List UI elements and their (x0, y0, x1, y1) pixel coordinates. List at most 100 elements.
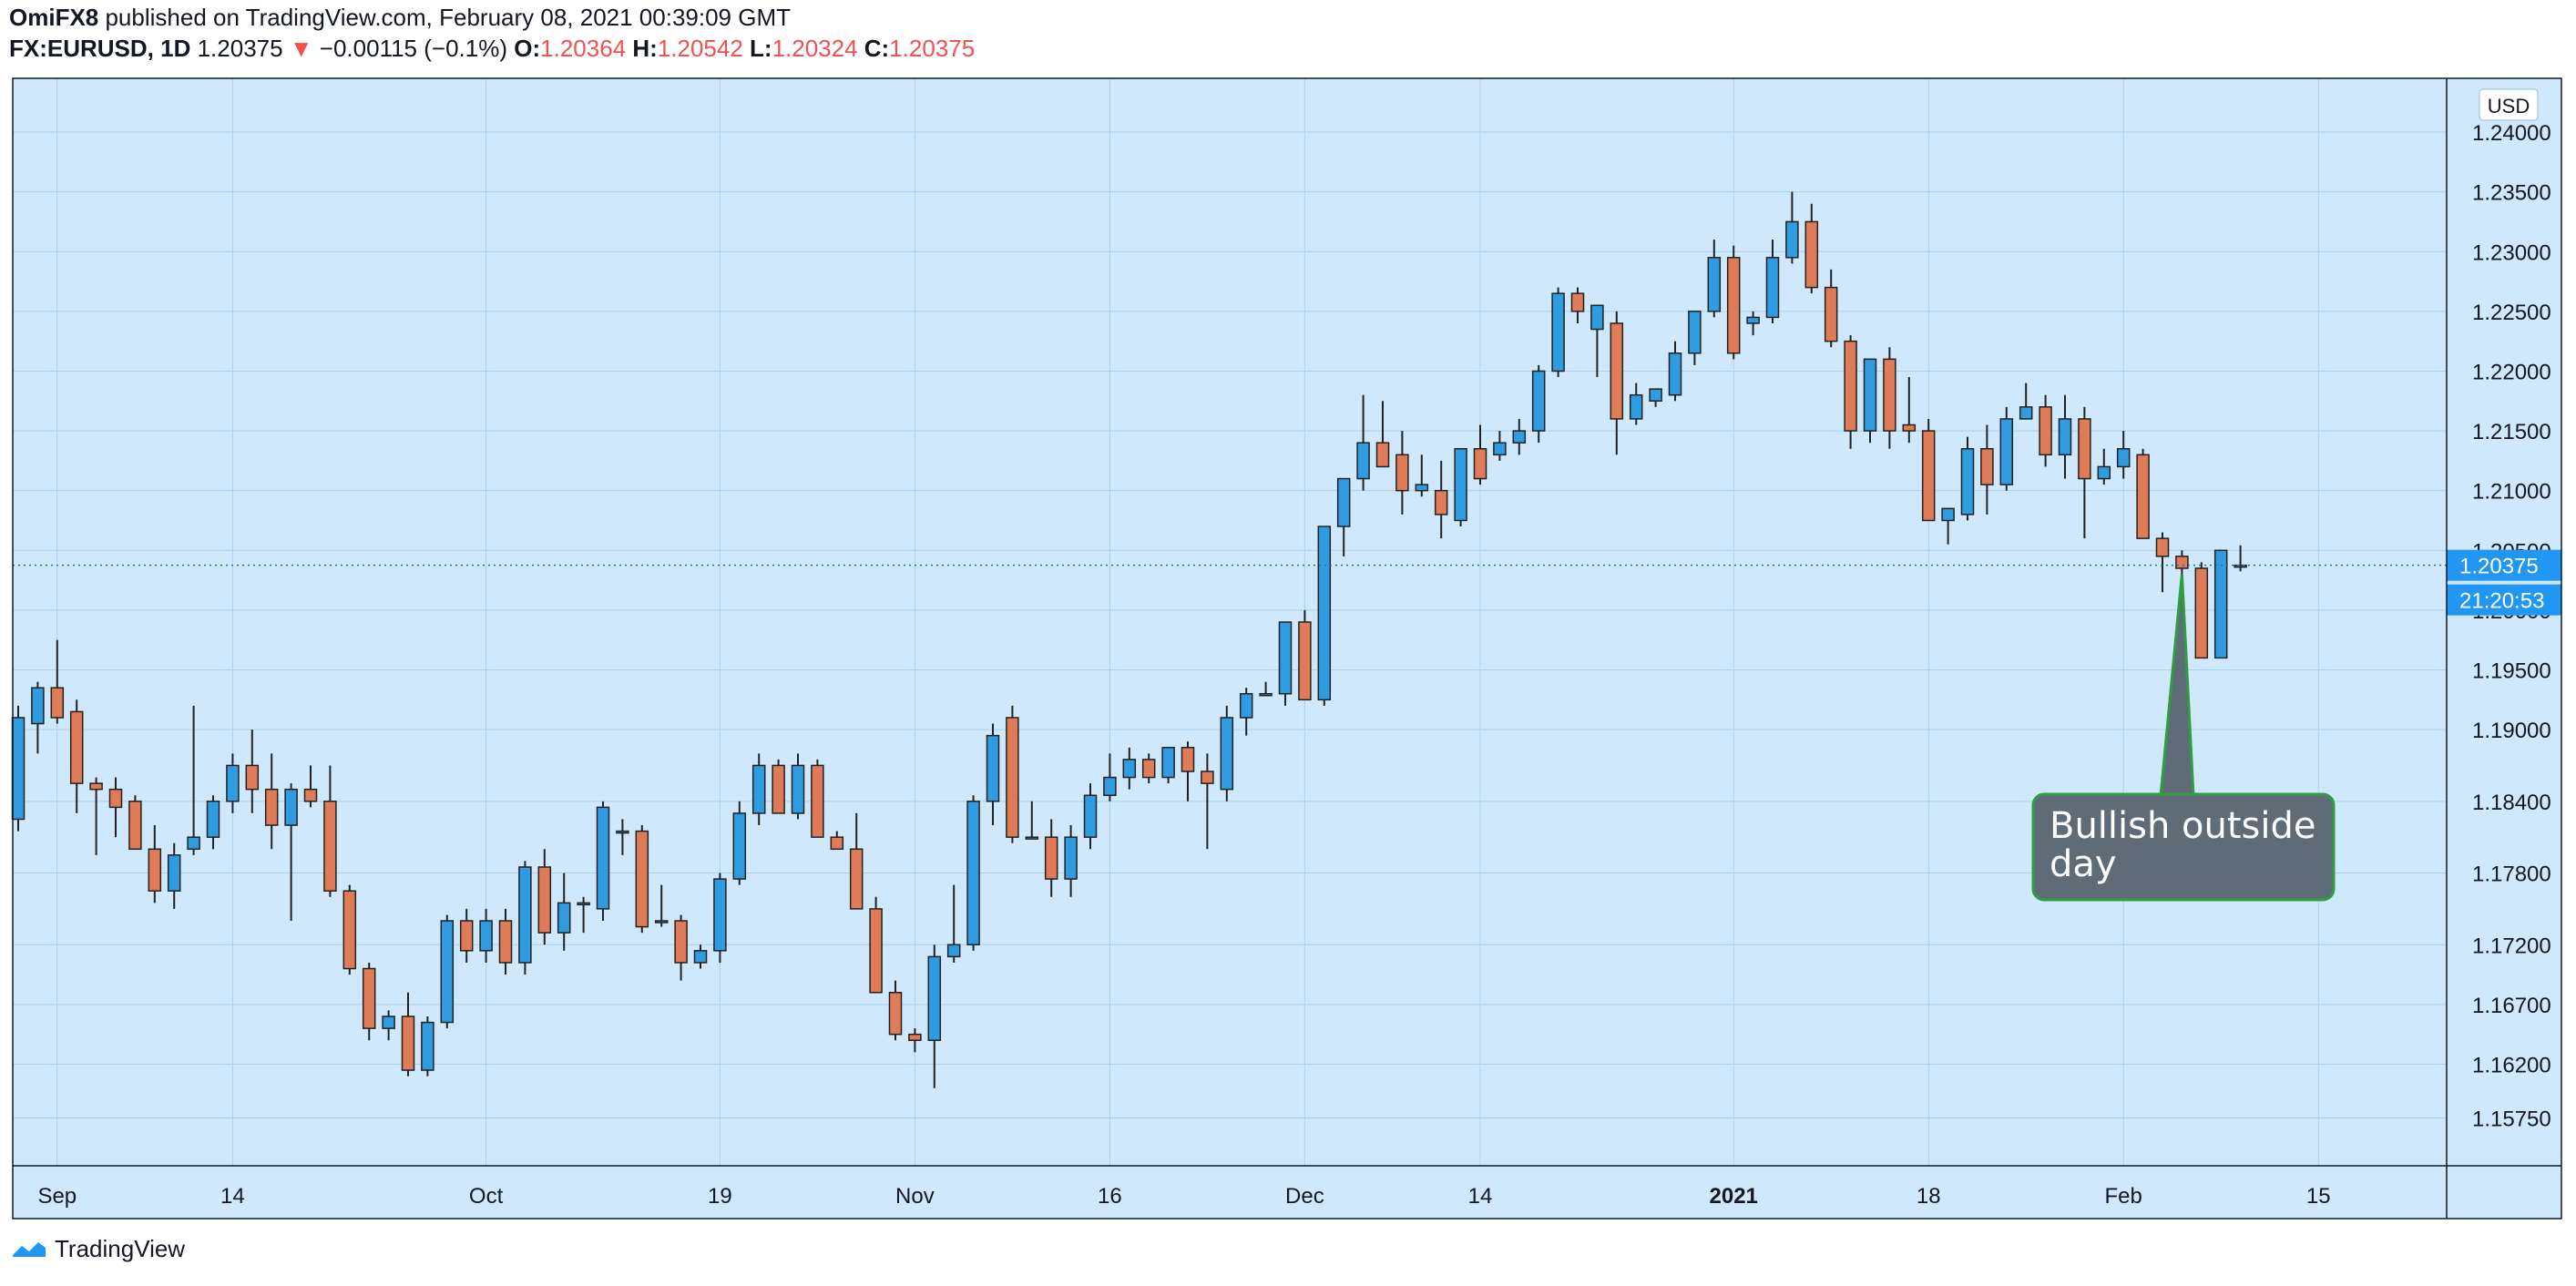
price-tick-label: 1.22000 (2472, 360, 2551, 384)
candle-body-down (1181, 747, 1195, 772)
candle-body-up (1863, 358, 1877, 432)
candle-body-down (1570, 292, 1585, 312)
candle-body-up (421, 1021, 434, 1071)
candle-body-up (1649, 388, 1662, 403)
candle-body-up (577, 902, 590, 906)
price-axis[interactable] (2447, 78, 2561, 1219)
candle-body-up (1161, 747, 1175, 779)
time-tick-label: Nov (895, 1184, 935, 1209)
time-tick-label: 15 (2306, 1184, 2331, 1209)
price-tick-label: 1.23000 (2472, 240, 2551, 265)
candle-body-up (1454, 447, 1467, 522)
time-axis[interactable] (13, 1166, 2447, 1219)
countdown-tag (2447, 584, 2561, 616)
open-value: 1.20364 (540, 35, 627, 62)
candle-body-down (1201, 771, 1214, 784)
grid-lines (13, 78, 2447, 1166)
candle-body-up (479, 920, 493, 952)
candle-body-up (986, 734, 1000, 802)
candle-body-up (1025, 836, 1039, 840)
currency-badge (2479, 88, 2539, 121)
candle-body-up (713, 878, 727, 952)
candle-body-down (849, 848, 864, 910)
time-tick-label: Sep (37, 1184, 77, 1209)
price-tick-label: 1.16200 (2472, 1053, 2551, 1077)
candle-body-up (693, 950, 708, 964)
candle-body-up (1083, 794, 1098, 838)
candle-body-up (1259, 692, 1273, 697)
candle-body-up (1629, 393, 1643, 420)
candle-body-up (1551, 292, 1565, 373)
brand-name[interactable]: TradingView (55, 1235, 186, 1262)
candle-body-down (50, 687, 65, 719)
down-arrow-icon: ▼ (289, 35, 313, 62)
time-tick-label: 14 (220, 1184, 245, 1209)
time-tick-label: 2021 (1710, 1184, 1758, 1209)
candle-body-up (1278, 621, 1293, 695)
candle-body-up (2058, 418, 2072, 456)
candle-body-up (2234, 564, 2247, 568)
publisher-name[interactable]: OmiFX8 (9, 4, 99, 31)
candle-body-down (1980, 447, 1994, 485)
candle-body-up (927, 955, 942, 1041)
candle-body-up (382, 1016, 395, 1029)
candle-body-down (1610, 322, 1624, 420)
candle-body-up (1415, 484, 1429, 492)
price-tick-label: 1.17800 (2472, 862, 2551, 887)
candle-body-up (1103, 776, 1117, 797)
candle-body-up (1746, 316, 1760, 324)
close-value: 1.20375 (889, 35, 976, 62)
candle-body-down (1006, 717, 1019, 838)
symbol-label: FX:EURUSD, 1D (9, 35, 191, 62)
time-tick-label: Oct (469, 1184, 504, 1209)
candle-body-up (2213, 549, 2228, 659)
candle-body-up (1317, 526, 1332, 701)
currency-label: USD (2488, 95, 2530, 117)
candle-body-down (537, 866, 552, 934)
candle-body-down (108, 788, 123, 809)
low-label: L: (750, 35, 772, 62)
last-price: 1.20375 (197, 35, 283, 62)
candle-body-down (674, 920, 688, 964)
candle-body-up (1122, 759, 1137, 779)
candle-body-up (1590, 304, 1604, 331)
candle-body-down (2136, 454, 2150, 539)
candle-body-down (498, 920, 513, 964)
price-tick-label: 1.23500 (2472, 181, 2551, 206)
candle-body-down (1883, 358, 1896, 432)
price-tick-label: 1.18400 (2472, 791, 2551, 815)
candle-body-down (1921, 430, 1936, 522)
time-tick-label: 16 (1098, 1184, 1122, 1209)
candle-body-down (1844, 340, 1857, 432)
candle-body-up (557, 902, 571, 934)
candle-body-up (440, 920, 455, 1024)
candle-body-up (518, 866, 532, 964)
candles (11, 191, 2247, 1088)
candle-body-down (1044, 836, 1058, 880)
callout-text-line2: day (2050, 843, 2117, 885)
time-tick-label: 18 (1917, 1184, 1941, 1209)
candle-body-up (2116, 447, 2131, 468)
price-tick-label: 1.16700 (2472, 994, 2551, 1018)
candle-body-up (1785, 220, 1799, 259)
open-label: O: (514, 35, 541, 62)
candle-body-up (187, 836, 200, 851)
candle-body-down (128, 801, 142, 851)
plot-area[interactable] (13, 78, 2447, 1166)
candle-body-up (206, 801, 220, 838)
price-tick-label: 1.17200 (2472, 934, 2551, 958)
time-tick-label: 19 (708, 1184, 732, 1209)
countdown-label: 21:20:53 (2459, 589, 2544, 614)
candle-body-down (401, 1016, 415, 1071)
chart-frame (12, 77, 2562, 1220)
candle-body-up (596, 806, 610, 910)
price-tick-label: 1.21000 (2472, 480, 2551, 505)
current-price-label: 1.20375 (2459, 555, 2539, 579)
candle-body-down (1902, 424, 1917, 432)
candle-body-down (303, 788, 318, 802)
candle-body-down (342, 890, 357, 970)
price-tick-label: 1.15750 (2472, 1107, 2551, 1132)
candle-body-down (888, 991, 903, 1036)
